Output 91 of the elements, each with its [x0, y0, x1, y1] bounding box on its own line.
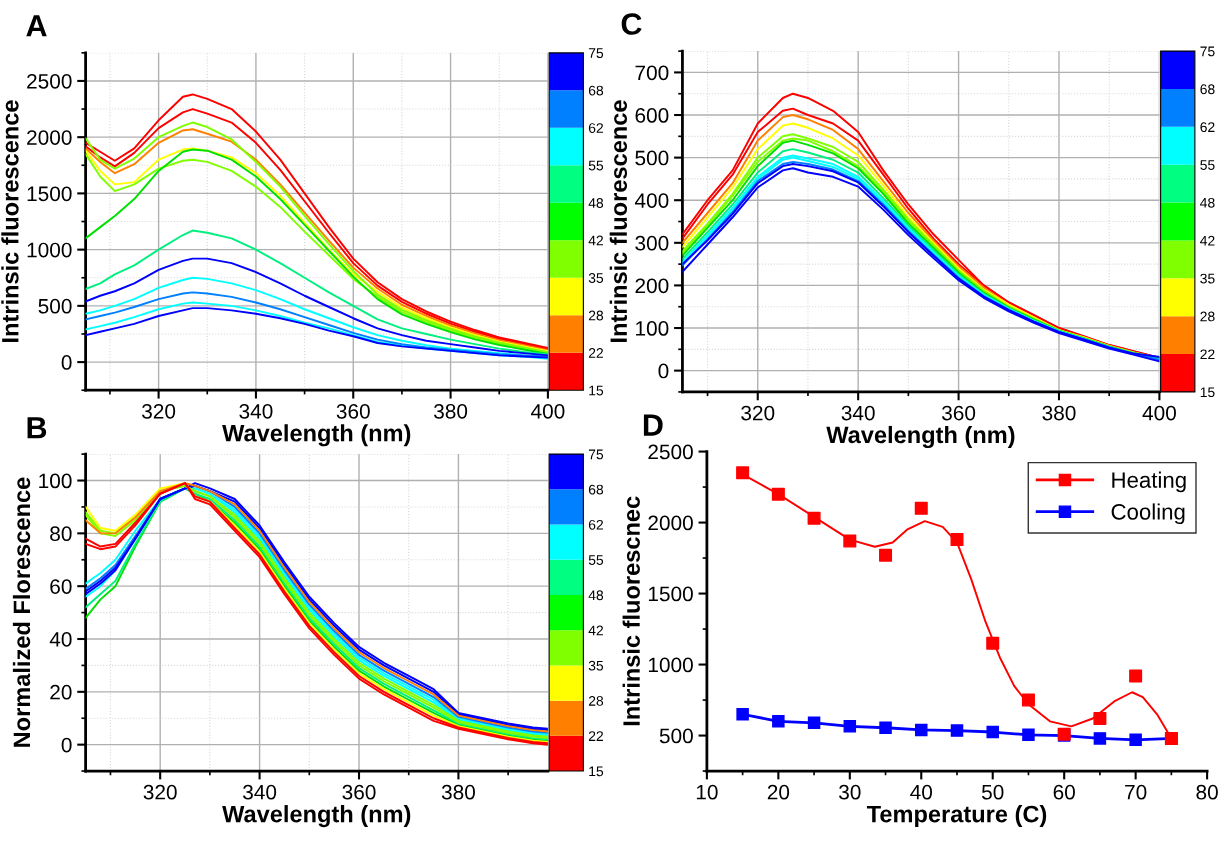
y-tick-label: 2000 — [648, 515, 693, 531]
x-tick-label: 60 — [1053, 784, 1075, 800]
y-tick-label: 0 — [61, 737, 72, 753]
x-tick-label: 50 — [981, 784, 1004, 800]
y-tick-label: 2000 — [27, 130, 72, 145]
y-tick-label: 500 — [38, 298, 72, 314]
color-bar-label: 22 — [1200, 349, 1215, 360]
y-tick-label: 80 — [50, 526, 72, 542]
x-axis-title: Wavelength (nm) — [222, 805, 411, 828]
color-bar-label: 62 — [588, 123, 603, 133]
x-tick-label: 380 — [441, 784, 475, 800]
x-tick-label: 80 — [1196, 784, 1218, 800]
chart-title: B — [27, 417, 47, 439]
y-axis-title: Intrinsic fluorescnec — [622, 496, 640, 726]
x-axis-title: Temperature (C) — [866, 805, 1047, 828]
x-tick-label: 400 — [531, 403, 565, 419]
color-bar-label: 42 — [1200, 235, 1215, 246]
color-bar-label: 62 — [1200, 122, 1215, 133]
color-bar-label: 22 — [588, 731, 603, 741]
color-bar-label: 15 — [1200, 387, 1215, 398]
color-bar-label: 42 — [588, 235, 603, 246]
color-bar-label: 48 — [588, 590, 604, 601]
x-tick-label: 70 — [1125, 784, 1147, 800]
y-tick-label: 60 — [50, 579, 72, 594]
color-bar-label: 75 — [588, 449, 604, 460]
x-tick-label: 20 — [767, 784, 790, 800]
color-bar-label: 48 — [1200, 197, 1215, 208]
x-tick-label: 340 — [841, 405, 875, 421]
x-tick-label: 340 — [239, 403, 273, 419]
color-bar-label: 48 — [588, 198, 604, 208]
color-bar-label: 28 — [1200, 311, 1215, 322]
color-bar-label: 68 — [588, 484, 604, 495]
x-axis-title: Wavelength (nm) — [826, 425, 1015, 449]
color-bar-label: 42 — [588, 625, 603, 636]
y-tick-label: 500 — [635, 150, 669, 166]
color-bar-label: 55 — [588, 160, 604, 171]
x-tick-label: 380 — [434, 403, 468, 419]
color-bar-label: 28 — [588, 695, 604, 706]
x-tick-label: 40 — [910, 784, 933, 800]
y-tick-label: 400 — [634, 193, 669, 208]
x-axis-title: Wavelength (nm) — [222, 424, 411, 447]
color-bar-label: 28 — [588, 310, 604, 321]
color-bar-label: 62 — [588, 519, 603, 530]
color-bar-label: 68 — [1200, 84, 1215, 95]
legend-label: Heating — [1112, 471, 1186, 493]
color-bar-label: 75 — [588, 48, 604, 58]
x-tick-label: 340 — [243, 784, 277, 800]
y-tick-label: 0 — [658, 363, 669, 379]
chart-title: D — [643, 414, 663, 436]
y-tick-label: 600 — [635, 108, 669, 123]
y-tick-label: 100 — [39, 473, 72, 489]
y-axis-title: Normalized Florescence — [12, 477, 31, 747]
y-tick-label: 0 — [61, 355, 72, 370]
y-tick-label: 300 — [635, 235, 669, 251]
y-tick-label: 2500 — [648, 444, 693, 460]
y-axis-title: Intrinsic fluorescence — [609, 100, 628, 342]
y-tick-label: 200 — [635, 278, 669, 294]
y-tick-label: 1500 — [648, 586, 693, 602]
y-tick-label: 1500 — [27, 186, 72, 202]
y-tick-label: 700 — [635, 65, 669, 81]
y-tick-label: 1000 — [648, 657, 693, 673]
legend-label: Cooling — [1111, 503, 1185, 525]
color-bar-label: 55 — [588, 555, 604, 565]
color-bar-label: 15 — [589, 385, 604, 396]
x-tick-label: 320 — [143, 784, 177, 800]
y-tick-label: 500 — [659, 728, 693, 744]
x-tick-label: 10 — [696, 784, 718, 800]
chart-title: C — [621, 13, 642, 35]
y-axis-title: Intrinsic fluorescence — [1, 100, 19, 342]
x-tick-label: 30 — [839, 784, 861, 800]
color-bar-label: 15 — [589, 766, 604, 777]
y-tick-label: 1000 — [27, 242, 72, 258]
y-tick-label: 100 — [636, 321, 669, 336]
x-tick-label: 320 — [142, 403, 176, 419]
x-tick-label: 400 — [1142, 405, 1176, 421]
color-bar-label: 35 — [588, 660, 604, 671]
color-bar-label: 35 — [1200, 273, 1215, 284]
color-bar-label: 68 — [588, 85, 604, 96]
color-bar-label: 75 — [1200, 46, 1215, 57]
x-tick-label: 360 — [342, 784, 376, 800]
color-bar-label: 22 — [588, 348, 603, 358]
x-tick-label: 320 — [741, 405, 775, 421]
x-tick-label: 360 — [336, 403, 370, 419]
y-tick-label: 40 — [49, 632, 72, 647]
color-bar-label: 35 — [588, 273, 604, 283]
x-tick-label: 380 — [1042, 405, 1076, 421]
chart-title: A — [26, 15, 47, 37]
x-tick-label: 360 — [941, 405, 976, 421]
y-tick-label: 20 — [50, 684, 72, 700]
y-tick-label: 2500 — [27, 73, 72, 89]
color-bar-label: 55 — [1200, 160, 1215, 170]
